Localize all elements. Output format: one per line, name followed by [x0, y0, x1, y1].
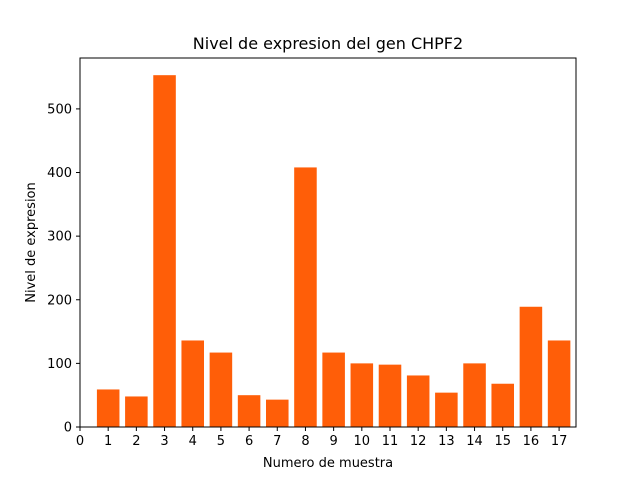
x-tick-label-10: 10: [354, 434, 371, 449]
x-tick-label-7: 7: [273, 434, 281, 449]
bar-1: [96, 389, 120, 427]
y-tick-label-300: 300: [47, 230, 72, 245]
x-tick-label-13: 13: [438, 434, 455, 449]
x-axis-label: Numero de muestra: [263, 456, 393, 471]
bar-11: [378, 364, 402, 427]
bar-3: [153, 75, 176, 428]
x-tick-label-8: 8: [301, 434, 309, 449]
bar-6: [237, 395, 261, 427]
x-tick-label-9: 9: [329, 434, 337, 449]
x-tick-label-2: 2: [132, 434, 140, 449]
plot-frame: [79, 57, 577, 428]
x-tick-label-16: 16: [523, 434, 540, 449]
bar-15: [491, 383, 514, 427]
x-tick-label-6: 6: [245, 434, 253, 449]
y-axis-ticks: 0 100 200 300 400 500: [47, 102, 80, 436]
x-tick-label-11: 11: [382, 434, 399, 449]
bars-group: [96, 75, 571, 428]
chart-title: Nivel de expresion del gen CHPF2: [193, 34, 463, 53]
y-tick-label-0: 0: [64, 421, 72, 436]
y-tick-label-500: 500: [47, 102, 72, 117]
y-tick-label-400: 400: [47, 166, 72, 181]
y-tick-label-200: 200: [47, 293, 72, 308]
bar-2: [125, 396, 148, 427]
x-tick-label-0: 0: [76, 434, 84, 449]
x-axis-ticks: 0 1 2 3 4 5 6 7 8 9 10 11 12 13 14 15 16 17: [76, 427, 568, 449]
x-tick-label-12: 12: [410, 434, 427, 449]
bar-7: [266, 399, 289, 427]
bar-9: [322, 352, 345, 427]
bar-13: [435, 392, 458, 427]
bar-10: [350, 363, 374, 427]
y-tick-label-100: 100: [47, 357, 72, 372]
x-tick-label-14: 14: [466, 434, 483, 449]
bar-16: [519, 306, 543, 427]
bar-14: [463, 363, 486, 427]
bar-8: [294, 167, 317, 427]
x-tick-label-17: 17: [551, 434, 568, 449]
y-axis-label: Nivel de expresion: [24, 182, 39, 303]
bar-5: [209, 352, 233, 427]
x-tick-label-4: 4: [189, 434, 197, 449]
x-tick-label-5: 5: [217, 434, 225, 449]
bar-4: [181, 340, 204, 427]
x-tick-label-15: 15: [494, 434, 511, 449]
bar-17: [547, 340, 571, 427]
x-tick-label-1: 1: [104, 434, 112, 449]
bar-12: [406, 375, 430, 427]
x-tick-label-3: 3: [160, 434, 168, 449]
